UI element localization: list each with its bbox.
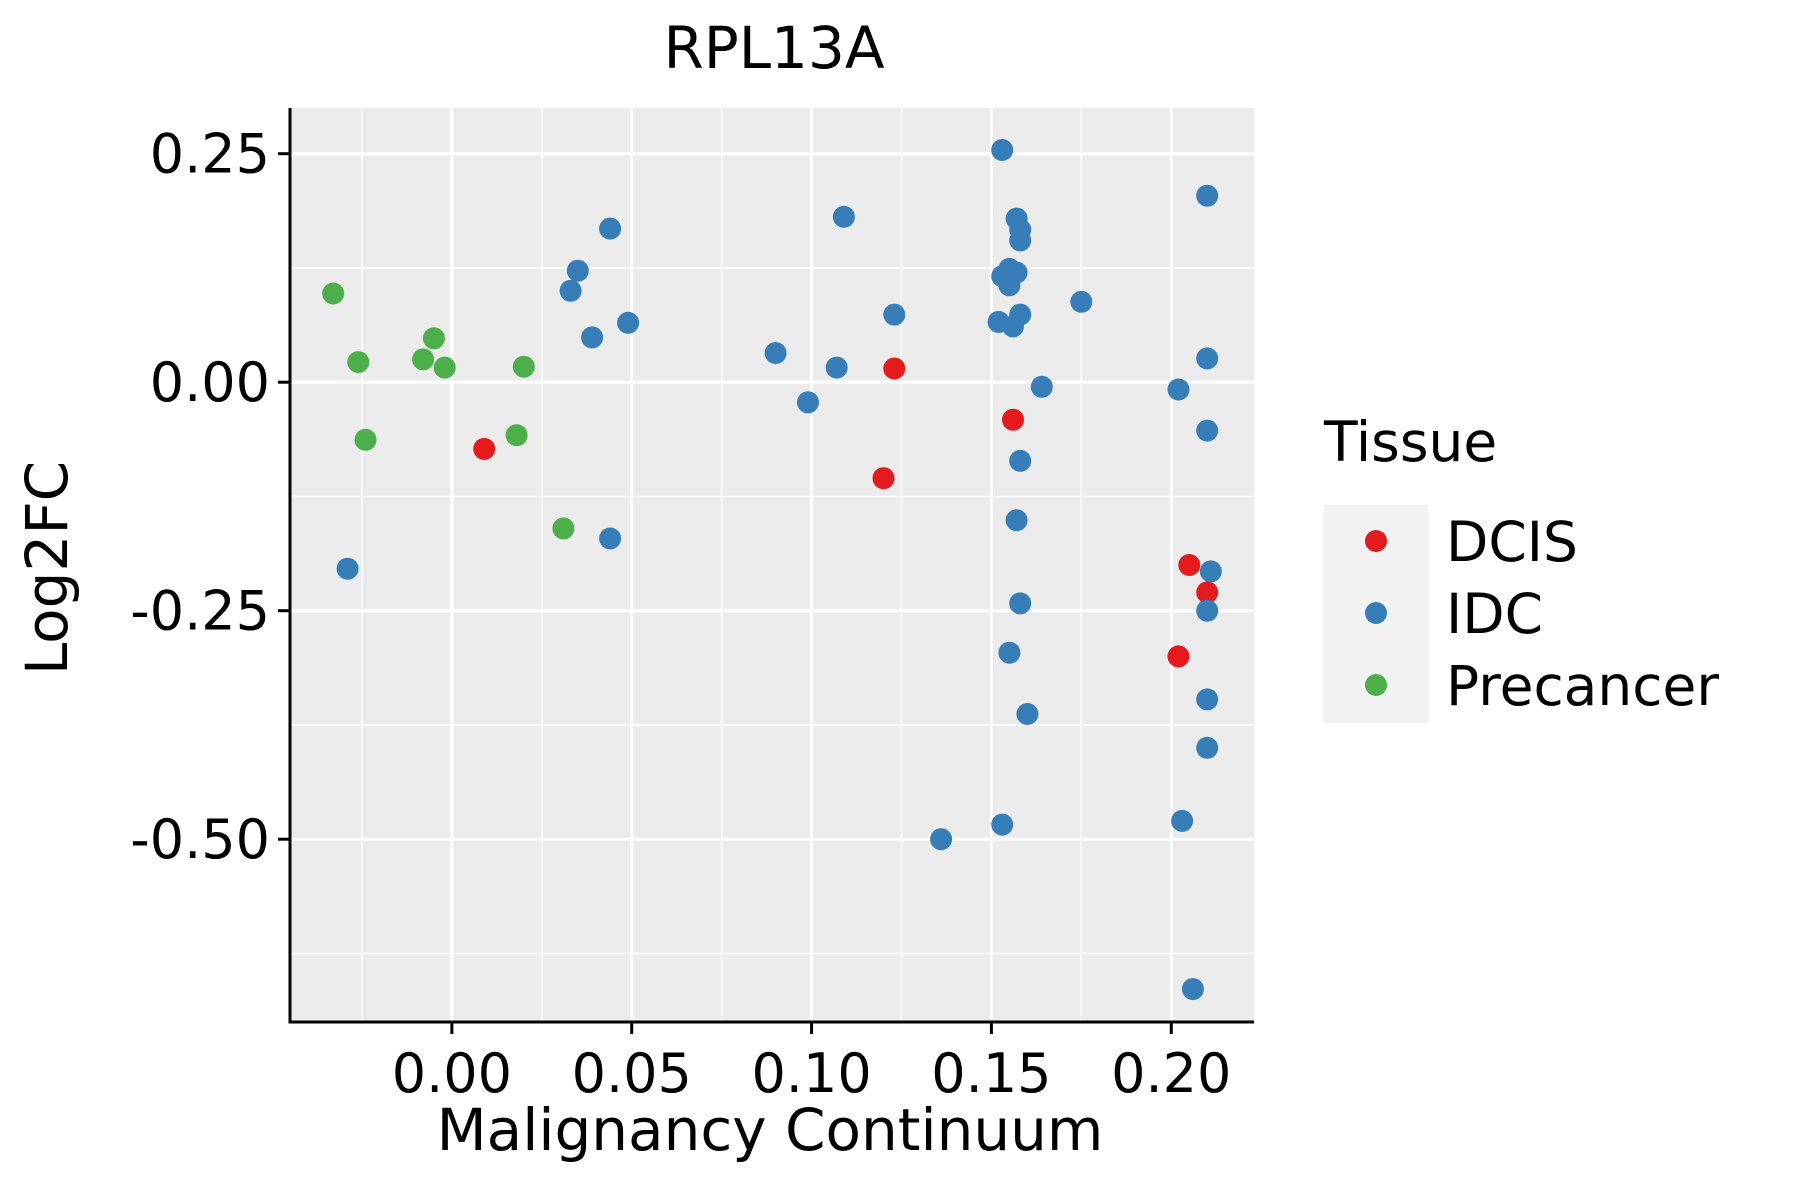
data-point-dcis [872, 467, 895, 490]
y-tick-label: -0.50 [130, 808, 270, 871]
data-point-idc [1196, 419, 1219, 442]
data-point-dcis [1167, 645, 1190, 668]
data-point-idc [1005, 261, 1028, 284]
data-point-idc [1070, 290, 1093, 313]
data-point-idc [1196, 599, 1219, 622]
chart-title: RPL13A [663, 14, 884, 82]
data-point-idc [764, 342, 787, 364]
data-point-idc [581, 326, 604, 349]
y-tick-label: -0.25 [130, 580, 270, 643]
data-point-dcis [1002, 408, 1024, 431]
data-point-idc [825, 356, 848, 379]
legend-label-precancer: Precancer [1446, 654, 1719, 718]
data-point-idc [797, 391, 819, 414]
y-axis-title: Log2FC [13, 461, 81, 675]
legend-label-idc: IDC [1446, 582, 1543, 646]
data-point-idc [1005, 509, 1028, 532]
legend-title: Tissue [1323, 410, 1497, 474]
data-point-idc [1009, 449, 1032, 472]
x-axis-title: Malignancy Continuum [437, 1096, 1104, 1164]
data-point-idc [599, 217, 622, 240]
data-point-precancer [347, 351, 370, 374]
data-point-precancer [412, 348, 435, 371]
data-point-idc [599, 527, 622, 550]
data-point-idc [1181, 978, 1204, 1001]
data-point-idc [998, 641, 1021, 664]
x-tick-label: 0.05 [572, 1042, 692, 1105]
data-point-idc [991, 139, 1014, 161]
data-point-idc [1167, 378, 1190, 401]
data-points [322, 139, 1222, 1001]
data-point-idc [617, 311, 640, 334]
data-point-precancer [322, 282, 345, 305]
data-point-precancer [433, 356, 456, 379]
data-point-idc [832, 205, 855, 228]
legend-key-precancer [1365, 674, 1387, 696]
y-axis-ticks: -0.50 -0.25 0.00 0.25 [130, 123, 290, 871]
plot-panel [290, 108, 1254, 1022]
data-point-idc [1171, 809, 1194, 832]
data-point-idc [1030, 375, 1053, 398]
data-point-dcis [473, 437, 496, 460]
data-point-dcis [1196, 581, 1219, 604]
y-tick-label: 0.25 [150, 123, 270, 186]
data-point-idc [991, 813, 1014, 836]
data-point-idc [1016, 703, 1039, 725]
data-point-idc [336, 557, 359, 580]
data-point-idc [930, 828, 953, 851]
x-tick-label: 0.00 [392, 1042, 512, 1105]
data-point-idc [1009, 303, 1032, 326]
data-point-dcis [1178, 554, 1201, 576]
major-gridlines [290, 108, 1254, 1022]
x-tick-label: 0.15 [931, 1042, 1051, 1105]
data-point-precancer [354, 428, 377, 451]
data-point-idc [1196, 184, 1219, 207]
data-point-idc [1196, 688, 1219, 711]
data-point-idc [566, 259, 589, 282]
legend-key-dcis [1365, 530, 1387, 552]
data-point-precancer [552, 517, 575, 540]
data-point-precancer [512, 355, 535, 378]
x-axis-ticks: 0.00 0.05 0.10 0.15 0.20 [392, 1022, 1231, 1105]
data-point-idc [1009, 229, 1032, 252]
data-point-idc [1196, 347, 1219, 370]
data-point-idc [559, 279, 582, 302]
data-point-dcis [883, 357, 906, 380]
x-tick-label: 0.20 [1111, 1042, 1231, 1105]
data-point-precancer [505, 424, 528, 447]
data-point-idc [1196, 736, 1219, 759]
x-tick-label: 0.10 [751, 1042, 871, 1105]
legend-label-dcis: DCIS [1446, 510, 1578, 574]
data-point-precancer [422, 327, 445, 350]
legend: Tissue DCIS IDC Precancer [1323, 410, 1719, 723]
data-point-idc [883, 303, 906, 326]
axes [288, 108, 1254, 1024]
y-tick-label: 0.00 [150, 351, 270, 414]
legend-key-idc [1365, 602, 1387, 624]
data-point-idc [1009, 592, 1032, 615]
data-point-idc [1199, 560, 1222, 583]
